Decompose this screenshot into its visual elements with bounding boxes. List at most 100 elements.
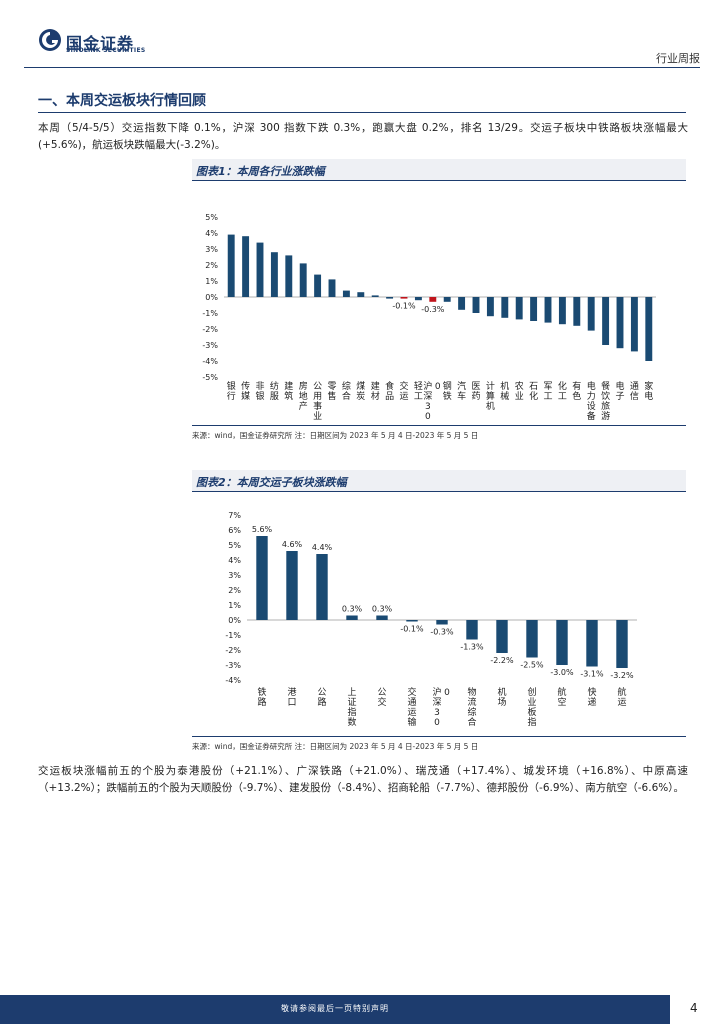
figure1-source: 来源：wind，国金证券研究所 注：日期区间为 2023 年 5 月 4 日-2… bbox=[192, 431, 479, 440]
category-label: 上证指数 bbox=[347, 687, 356, 728]
bar-交运 bbox=[400, 297, 408, 299]
data-label: 0.3% bbox=[342, 605, 363, 614]
sinolink-logo-icon bbox=[39, 29, 61, 51]
bar-航空 bbox=[556, 620, 568, 665]
bar-沪深300 bbox=[436, 620, 448, 625]
bar-餐饮旅游 bbox=[602, 297, 610, 345]
bar-煤炭 bbox=[357, 292, 365, 297]
bar-钢铁 bbox=[443, 297, 451, 302]
bar-传媒 bbox=[242, 236, 250, 297]
data-label: -3.1% bbox=[580, 670, 604, 679]
bar-轻工 bbox=[414, 297, 422, 301]
section-title: 一、本周交运板块行情回顾 bbox=[38, 93, 206, 109]
category-label: 钢铁 bbox=[443, 380, 452, 402]
category-label: 非银 bbox=[255, 380, 264, 402]
bar-公交 bbox=[376, 615, 388, 620]
category-label: 建材 bbox=[371, 380, 380, 402]
top-stocks-paragraph: 交运板块涨幅前五的个股为泰港股份（+21.1%）、广深铁路（+21.0%）、瑞茂… bbox=[38, 765, 688, 794]
figure2-source: 来源：wind，国金证券研究所 注：日期区间为 2023 年 5 月 4 日-2… bbox=[192, 742, 479, 751]
y-tick-label: 2% bbox=[228, 586, 241, 595]
bar-零售 bbox=[328, 279, 336, 297]
page-number: 4 bbox=[690, 1001, 698, 1015]
category-label: 公用事业 bbox=[313, 381, 322, 422]
y-tick-label: 1% bbox=[228, 601, 241, 610]
category-label: 沪深 3 00 bbox=[423, 380, 441, 422]
bar-军工 bbox=[544, 297, 552, 323]
transport-subsector-chart: 7% 6% 5% 4% 3% 2% 1% 0% -1% -2% -3% -4% 5.6% 铁路 4.6% 港口… bbox=[225, 511, 637, 728]
data-label: 4.6% bbox=[282, 540, 303, 549]
section-divider bbox=[38, 112, 686, 113]
bar-汽车 bbox=[458, 297, 466, 310]
y-tick-label: 0% bbox=[205, 293, 218, 302]
bar-家电 bbox=[645, 297, 653, 361]
bar-港口 bbox=[286, 551, 298, 620]
y-tick-label: 1% bbox=[205, 277, 218, 286]
data-label: -3.0% bbox=[550, 668, 574, 677]
bar-物流综合 bbox=[466, 620, 478, 640]
category-label: 石化 bbox=[529, 382, 538, 402]
category-label: 零售 bbox=[327, 381, 336, 402]
data-label: -2.2% bbox=[490, 656, 514, 665]
category-label: 铁路 bbox=[257, 686, 266, 708]
figure1-title-bar bbox=[192, 159, 686, 181]
category-label: 纺服 bbox=[270, 380, 279, 402]
category-label: 电力设备 bbox=[587, 380, 596, 422]
y-tick-label: 2% bbox=[205, 261, 218, 270]
category-label: 交运 bbox=[399, 380, 408, 402]
bar-交通运输 bbox=[406, 620, 418, 622]
data-label: -3.2% bbox=[610, 671, 634, 680]
category-label: 家电 bbox=[644, 380, 653, 402]
y-tick-label: 3% bbox=[205, 245, 218, 254]
data-label: -0.3% bbox=[421, 305, 445, 314]
category-label: 房地产 bbox=[299, 380, 308, 412]
y-tick-label: 4% bbox=[228, 556, 241, 565]
category-label: 计算机 bbox=[486, 380, 495, 412]
header-divider bbox=[24, 67, 700, 68]
bar-机场 bbox=[496, 620, 508, 653]
category-label: 化工 bbox=[558, 380, 567, 402]
category-label: 航运 bbox=[617, 686, 626, 708]
category-label: 轻工 bbox=[414, 380, 423, 402]
y-tick-label: 7% bbox=[228, 511, 241, 520]
y-tick-label: -5% bbox=[202, 373, 218, 382]
bar-建材 bbox=[371, 295, 379, 297]
category-label: 有色 bbox=[572, 380, 581, 402]
bar-公路 bbox=[316, 554, 328, 620]
category-label: 机场 bbox=[497, 686, 506, 708]
bar-公用事业 bbox=[314, 274, 322, 297]
bar-电子 bbox=[616, 297, 624, 349]
logo-name-en: SINOLINK SECURITIES bbox=[66, 47, 146, 54]
y-tick-label: -4% bbox=[225, 676, 241, 685]
figure1-title: 图表1：本周各行业涨跌幅 bbox=[196, 165, 325, 178]
category-label: 机械 bbox=[500, 380, 509, 402]
bar-非银 bbox=[256, 242, 264, 297]
bar-航运 bbox=[616, 620, 628, 668]
bar-化工 bbox=[558, 297, 566, 325]
y-tick-label: -1% bbox=[225, 631, 241, 640]
data-label: -0.3% bbox=[430, 628, 454, 637]
document-type: 行业周报 bbox=[656, 52, 700, 65]
category-label: 餐饮旅游 bbox=[601, 380, 610, 422]
category-label: 沪深 3 00 bbox=[433, 686, 451, 728]
bar-农业 bbox=[515, 297, 523, 320]
category-label: 交通运输 bbox=[407, 686, 416, 728]
y-tick-label: -3% bbox=[202, 341, 218, 350]
category-label: 军工 bbox=[543, 381, 552, 402]
data-label: -2.5% bbox=[520, 661, 544, 670]
bar-计算机 bbox=[486, 297, 494, 317]
logo-name-cn: 国金证券 bbox=[66, 34, 135, 53]
bar-机械 bbox=[501, 297, 509, 318]
data-label: -1.3% bbox=[460, 643, 484, 652]
y-tick-label: 6% bbox=[228, 526, 241, 535]
industry-change-chart: 5% 4% 3% 2% 1% 0% -1% -2% -3% -4% -5% 银行传媒非银纺服建筑房地产… bbox=[202, 213, 656, 422]
category-label: 食品 bbox=[385, 380, 394, 402]
category-label: 港口 bbox=[287, 686, 296, 708]
data-label: -0.1% bbox=[400, 625, 424, 634]
category-label: 传媒 bbox=[241, 380, 250, 402]
bar-通信 bbox=[630, 297, 638, 352]
category-label: 航空 bbox=[557, 686, 566, 708]
category-label: 综合 bbox=[342, 380, 351, 402]
bar-银行 bbox=[227, 234, 235, 297]
y-tick-label: 5% bbox=[205, 213, 218, 222]
category-label: 汽车 bbox=[457, 380, 466, 402]
